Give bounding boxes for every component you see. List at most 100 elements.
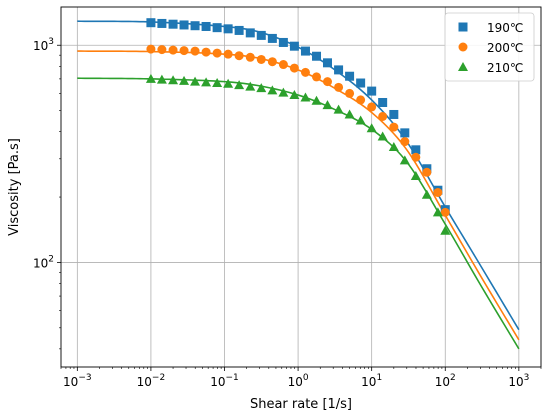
legend-marker [458,42,468,52]
data-point [366,123,377,133]
data-point [400,128,410,138]
x-tick-label: 10−2 [137,373,166,389]
x-tick-label: 10−1 [210,373,239,389]
data-point [212,78,223,88]
data-point [157,18,167,28]
data-point [388,141,399,151]
data-point [168,45,178,55]
data-point [168,19,178,29]
legend-label: 200℃ [487,41,523,55]
data-point [312,72,322,82]
data-point [433,187,443,197]
data-point [146,44,156,54]
data-point [300,92,311,102]
data-point [146,18,156,28]
data-point [334,65,344,75]
data-point [311,95,322,105]
data-point [355,115,366,125]
data-point [201,47,211,57]
data-point [157,45,167,55]
axis-tick-labels: 10−3 10−2 10−1 100 101 102 103 102 103 [33,37,529,389]
data-point [322,77,332,87]
data-point [389,109,399,119]
data-point [367,102,377,112]
data-point [267,85,278,95]
data-point [356,78,366,88]
data-point [278,87,289,97]
x-axis-label: Shear rate [1/s] [250,397,352,412]
data-point [345,88,355,98]
data-point [145,73,156,83]
x-tick-label: 102 [435,373,456,389]
data-point [377,131,388,141]
data-point [399,155,410,165]
data-point [422,167,432,177]
y-tick-label: 103 [33,37,54,53]
legend-marker [458,62,468,71]
data-point [289,41,299,51]
data-point [389,122,399,132]
axis-ticks [57,44,542,371]
data-point [440,207,450,217]
data-point [201,21,211,31]
data-point [378,97,388,107]
data-point [440,225,451,235]
data-point [367,86,377,96]
data-point [278,37,288,47]
data-point [400,137,410,147]
data-point [256,54,266,64]
data-point [432,207,443,217]
data-point [156,74,167,84]
data-point [190,21,200,31]
data-point [223,49,233,59]
data-point [322,100,333,110]
data-point [334,82,344,92]
data-point [411,152,421,162]
data-point [234,51,244,61]
data-point [267,33,277,43]
data-point [223,24,233,34]
x-tick-label: 103 [508,373,529,389]
data-point [234,25,244,35]
data-point [256,83,267,93]
data-point [356,95,366,105]
data-point [344,109,355,119]
data-point [245,52,255,62]
data-point [179,75,190,85]
x-tick-label: 10−3 [63,373,92,389]
data-point [300,46,310,56]
plot-frame [60,6,542,368]
data-point [190,46,200,56]
data-point [212,23,222,33]
data-point [411,145,421,155]
data-point [278,60,288,70]
data-point [190,76,201,86]
data-point [267,57,277,67]
data-point [289,63,299,73]
y-tick-label: 102 [33,254,54,270]
data-point [289,90,300,100]
x-tick-label: 101 [361,373,382,389]
data-point [312,51,322,61]
data-point [212,48,222,58]
data-point [300,67,310,77]
data-point [168,75,179,85]
data-point [234,80,245,90]
data-point [410,171,421,181]
data-markers [145,18,451,235]
data-point [322,58,332,68]
data-point [179,20,189,30]
data-point [378,111,388,121]
data-point [223,78,234,88]
data-point [345,71,355,81]
data-point [245,28,255,38]
data-point [201,77,212,87]
data-point [333,104,344,114]
x-tick-label: 100 [288,373,309,389]
data-point [256,30,266,40]
data-point [179,46,189,56]
y-axis-label: Viscosity [Pa.s] [7,138,22,236]
data-point [245,81,256,91]
legend-marker [458,22,468,32]
